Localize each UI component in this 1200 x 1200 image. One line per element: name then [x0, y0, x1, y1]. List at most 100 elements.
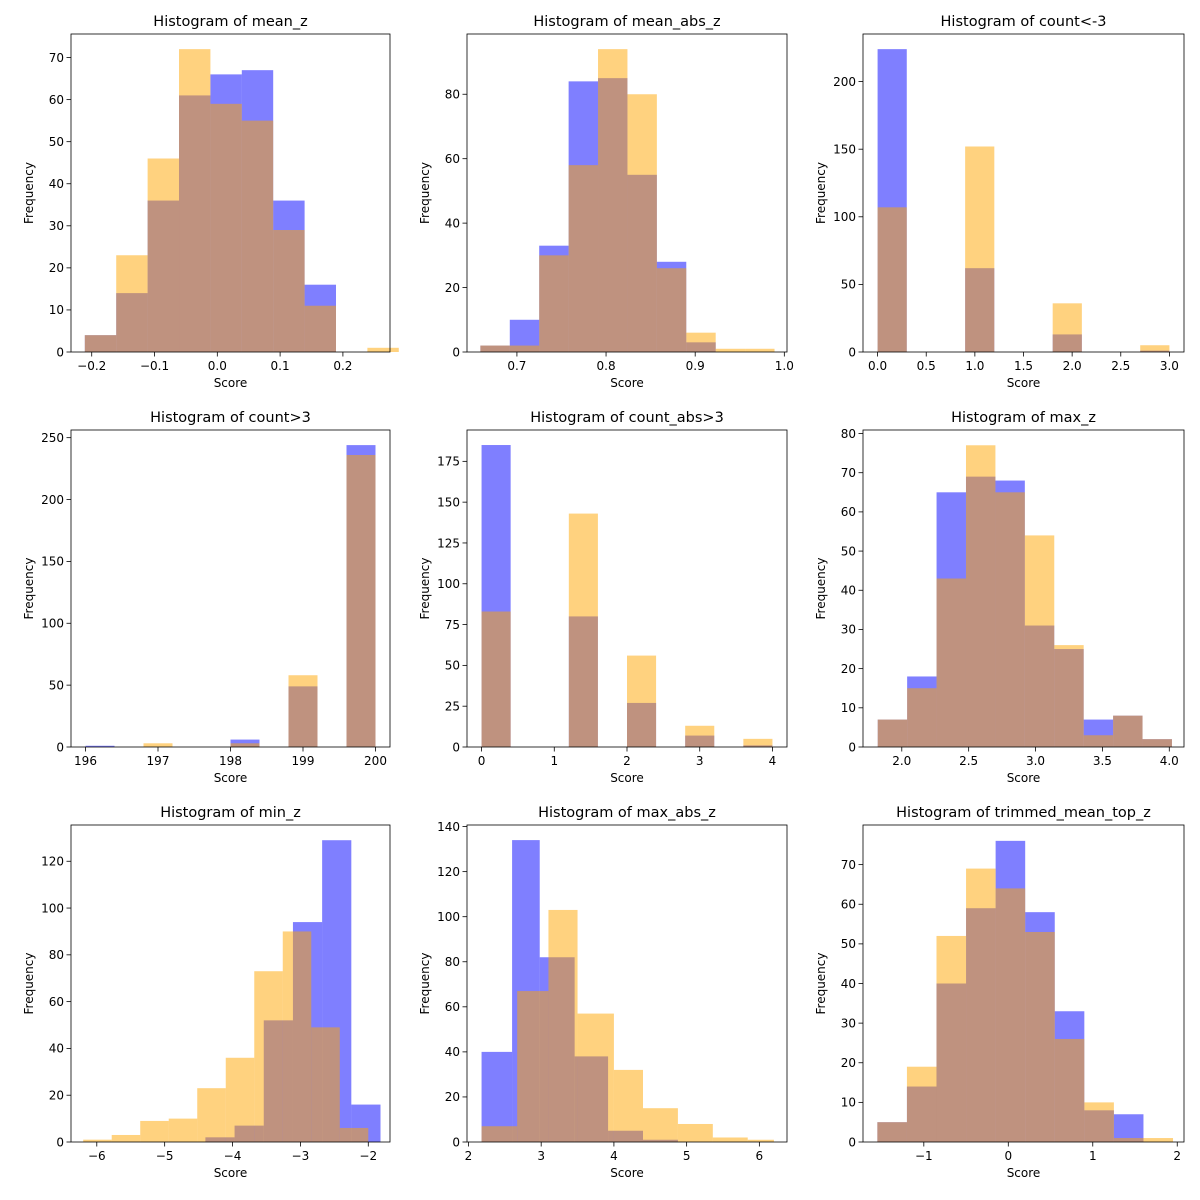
bar-orange-2 — [907, 688, 937, 747]
y-tick-label: 20 — [49, 261, 64, 275]
chart-title: Histogram of count>3 — [150, 410, 311, 426]
bar-orange-1 — [877, 1122, 907, 1142]
bar-orange-10 — [367, 347, 399, 352]
histogram-panel-6: 2.0 2.5 3.0 3.5 4.0 0 10 20 30 40 50 60 70 80 Histogra… — [814, 410, 1185, 785]
bar-orange-4 — [685, 725, 715, 747]
y-tick-label: 80 — [445, 88, 460, 102]
bar-orange-9 — [311, 1027, 340, 1142]
x-tick-label: −3 — [292, 1149, 310, 1163]
y-axis-label: Frequency — [418, 558, 432, 620]
x-tick-label: −0.1 — [140, 359, 169, 373]
bar-orange-8 — [1083, 735, 1114, 747]
bar-orange-6 — [627, 94, 657, 352]
bar-orange-5 — [210, 103, 242, 352]
x-tick-label: 0 — [1004, 1149, 1012, 1163]
x-tick-label: 2.0 — [892, 754, 911, 768]
y-axis-label: Frequency — [814, 558, 828, 620]
bar-orange-5 — [613, 1069, 643, 1142]
y-tick-label: 20 — [841, 1056, 856, 1070]
x-tick-label: −0.2 — [77, 359, 106, 373]
histogram-panel-3: 0.0 0.5 1.0 1.5 2.0 2.5 3.0 0 50 100 150 200 Histogr… — [814, 14, 1185, 390]
axes-frame — [862, 33, 1185, 353]
bar-orange-9 — [1113, 1138, 1144, 1142]
y-tick-label: 80 — [445, 955, 460, 969]
bar-orange-9 — [715, 348, 746, 352]
x-tick-label: 2 — [623, 754, 631, 768]
bar-orange-2 — [509, 345, 540, 352]
histogram-panel-4: 196 197 198 199 200 0 50 100 150 200 250 Histogram … — [22, 410, 391, 785]
axes-frame — [466, 824, 788, 1143]
bar-orange-4 — [966, 868, 996, 1142]
y-tick-label: 100 — [437, 577, 460, 591]
bar-orange-4 — [965, 445, 996, 747]
x-tick-label: 2 — [465, 1149, 473, 1163]
bar-orange-2 — [517, 991, 549, 1142]
bar-orange-6 — [643, 1108, 678, 1142]
y-tick-label: 0 — [848, 345, 856, 359]
bar-orange-7 — [1054, 1038, 1085, 1142]
x-axis-label: Score — [610, 771, 644, 785]
bar-orange-3 — [539, 255, 569, 352]
bar-orange-5 — [598, 49, 628, 352]
y-tick-label: 0 — [56, 345, 64, 359]
bar-orange-2 — [116, 255, 148, 352]
bar-orange-4 — [168, 1118, 198, 1142]
x-tick-label: 4 — [610, 1149, 618, 1163]
y-tick-label: 40 — [445, 216, 460, 230]
x-tick-label: 1.0 — [775, 359, 794, 373]
y-tick-label: 40 — [841, 584, 856, 598]
x-tick-label: 199 — [292, 754, 315, 768]
chart-title: Histogram of max_z — [951, 410, 1096, 426]
x-tick-label: 3.0 — [1160, 359, 1179, 373]
bar-orange-5 — [995, 888, 1026, 1142]
bar-orange-6 — [1024, 535, 1055, 747]
bar-orange-9 — [747, 1139, 774, 1142]
histogram-panel-5: 0 1 2 3 4 0 25 50 75 100 125 150 175 Histogram of cou… — [418, 410, 788, 785]
y-tick-label: 40 — [49, 1042, 64, 1056]
x-tick-label: 0.1 — [271, 359, 290, 373]
bar-orange-5 — [743, 738, 773, 747]
y-tick-label: 150 — [437, 495, 460, 509]
bar-orange-1 — [877, 207, 907, 352]
bar-orange-7 — [656, 268, 687, 352]
y-tick-label: 50 — [445, 659, 460, 673]
y-tick-label: 150 — [833, 142, 856, 156]
bar-orange-1 — [480, 345, 510, 352]
chart-title: Histogram of count_abs>3 — [530, 410, 724, 426]
x-tick-label: −2 — [359, 1149, 377, 1163]
y-tick-label: 10 — [841, 1096, 856, 1110]
x-axis-label: Score — [610, 376, 644, 390]
x-tick-label: 198 — [219, 754, 242, 768]
y-tick-label: 75 — [445, 618, 460, 632]
x-tick-label: 4.0 — [1160, 754, 1179, 768]
y-tick-label: 0 — [56, 1135, 64, 1149]
x-axis-label: Score — [214, 1166, 248, 1180]
x-tick-label: 197 — [147, 754, 170, 768]
x-tick-label: 3 — [696, 754, 704, 768]
x-tick-label: 200 — [364, 754, 387, 768]
bar-orange-8 — [304, 305, 336, 352]
x-tick-label: −5 — [156, 1149, 174, 1163]
x-tick-label: 2.5 — [1111, 359, 1130, 373]
y-tick-label: 0 — [452, 1135, 460, 1149]
bar-orange-4 — [568, 165, 599, 352]
x-tick-label: 0.9 — [686, 359, 705, 373]
bar-orange-3 — [627, 655, 657, 747]
bar-orange-5 — [995, 492, 1025, 747]
bar-orange-10 — [339, 1127, 369, 1142]
x-axis-label: Score — [1007, 1166, 1041, 1180]
y-tick-label: 70 — [841, 466, 856, 480]
bar-orange-1 — [481, 611, 511, 747]
y-tick-label: 60 — [445, 1000, 460, 1014]
y-axis-label: Frequency — [418, 162, 432, 224]
bar-orange-2 — [111, 1134, 141, 1142]
x-tick-label: 0.2 — [333, 359, 352, 373]
y-tick-label: 140 — [437, 820, 460, 834]
axes-frame — [466, 33, 788, 353]
y-tick-label: 100 — [437, 910, 460, 924]
x-tick-label: 3.5 — [1093, 754, 1112, 768]
bar-orange-1 — [84, 335, 117, 352]
y-tick-label: 30 — [49, 219, 64, 233]
